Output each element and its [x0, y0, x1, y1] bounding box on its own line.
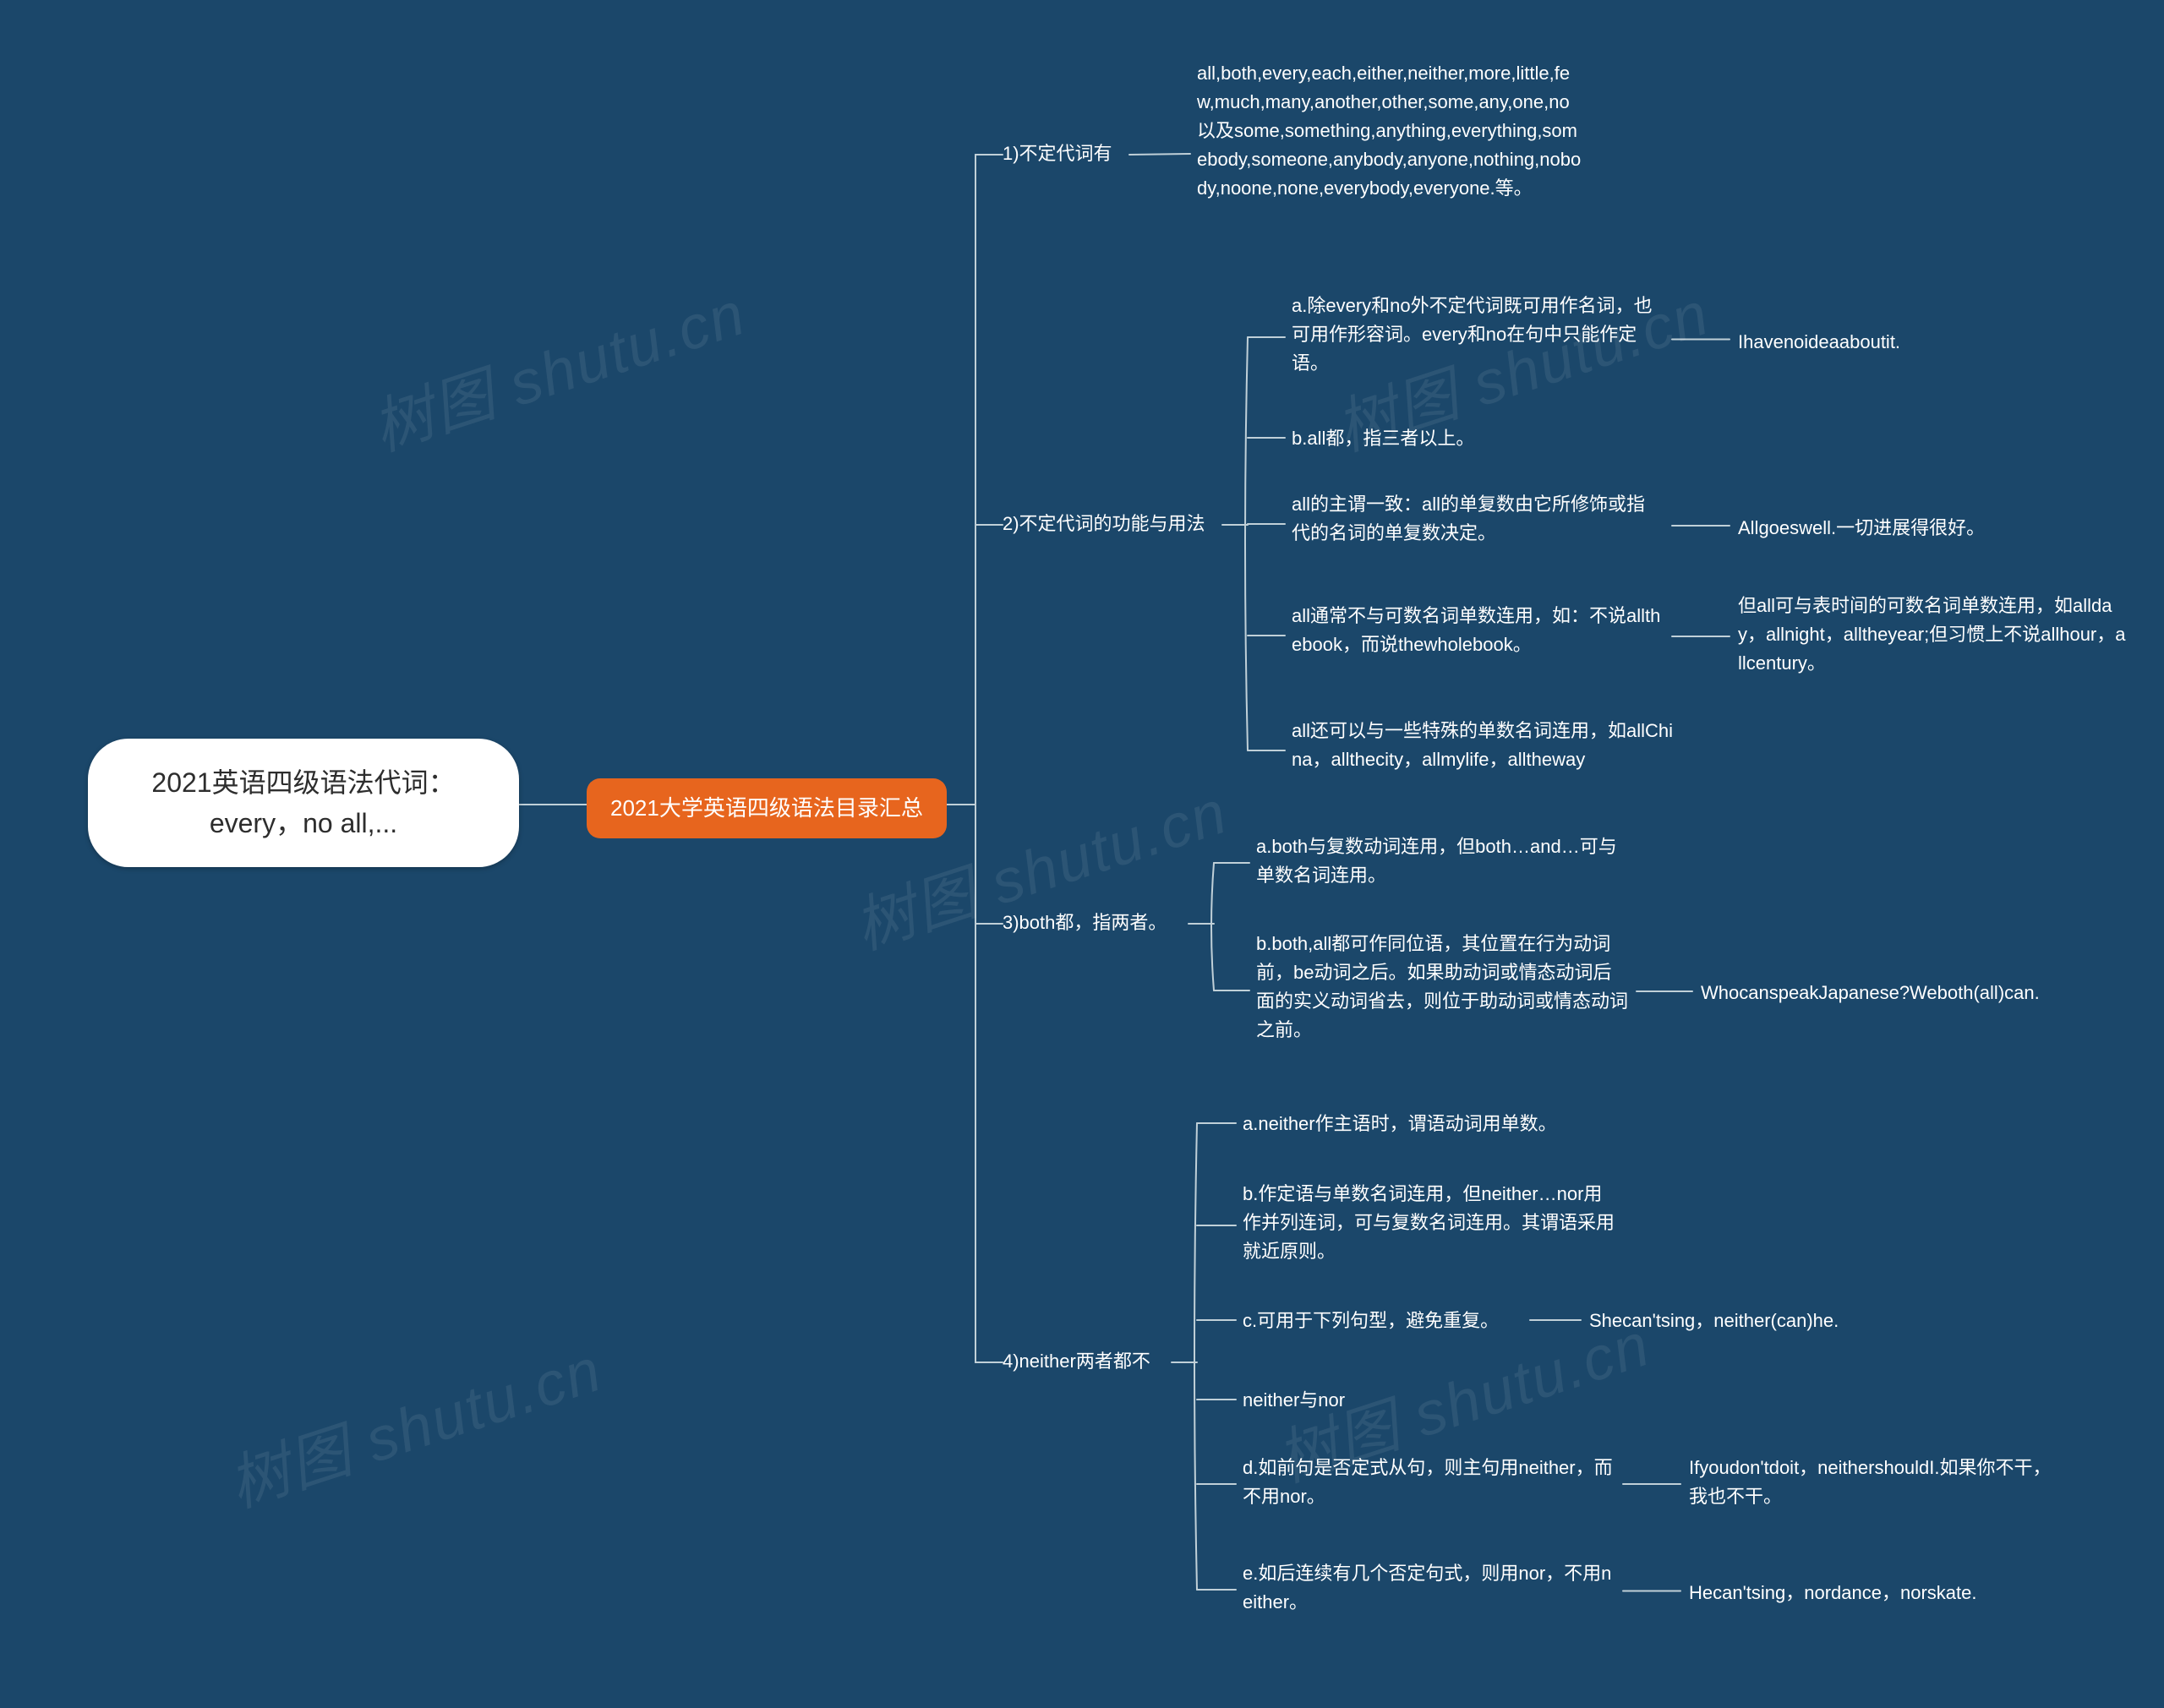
branch-b1: 1)不定代词有	[1003, 139, 1129, 168]
child-b4c2: c.可用于下列句型，避免重复。	[1243, 1307, 1522, 1335]
leaf-b4c2d0: Shecan'tsing，neither(can)he.	[1589, 1307, 1868, 1335]
branch-b4: 4)neither两者都不	[1003, 1347, 1172, 1376]
child-b4c3: neither与nor	[1243, 1386, 1378, 1415]
child-b4c0: a.neither作主语时，谓语动词用单数。	[1243, 1110, 1598, 1138]
child-b2c4: all还可以与一些特殊的单数名词连用，如allChina，allthecity，…	[1292, 717, 1680, 784]
child-b2c2: all的主谓一致：all的单复数由它所修饰或指代的名词的单复数决定。	[1292, 490, 1664, 558]
child-b2c3: all通常不与可数名词单数连用，如：不说allthebook，而说thewhol…	[1292, 602, 1664, 669]
leaf-b2c0d0: Ihavenoideaaboutit.	[1738, 328, 1949, 357]
child-b4c1: b.作定语与单数名词连用，但neither…nor用作并列连词，可与复数名词连用…	[1243, 1180, 1615, 1271]
leaf-b3c1d0: WhocanspeakJapanese?Weboth(all)can.	[1701, 979, 2064, 1007]
child-b4c4: d.如前句是否定式从句，则主句用neither，而不用nor。	[1243, 1454, 1615, 1514]
child-b1c0: all,both,every,each,either,neither,more,…	[1197, 59, 1586, 248]
child-b4c5: e.如后连续有几个否定句式，则用nor，不用neither。	[1243, 1559, 1615, 1620]
child-b3c0: a.both与复数动词连用，但both…and…可与单数名词连用。	[1256, 832, 1628, 893]
child-b3c1: b.both,all都可作同位语，其位置在行为动词前，be动词之后。如果助动词或…	[1256, 930, 1628, 1051]
leaf-b4c5d0: Hecan'tsing，nordance，norskate.	[1689, 1579, 2010, 1607]
root-node: 2021英语四级语法代词：every，no all,...	[88, 739, 519, 867]
branch-b2: 2)不定代词的功能与用法	[1003, 510, 1222, 538]
leaf-b2c2d0: Allgoeswell.一切进展得很好。	[1738, 514, 2017, 543]
child-b2c0: a.除every和no外不定代词既可用作名词，也可用作形容词。every和no在…	[1292, 292, 1664, 383]
branch-b3: 3)both都，指两者。	[1003, 909, 1189, 937]
leaf-b2c3d0: 但all可与表时间的可数名词单数连用，如allday，allnight，allt…	[1738, 592, 2127, 683]
sub-node: 2021大学英语四级语法目录汇总	[587, 778, 947, 838]
child-b2c1: b.all都，指三者以上。	[1292, 424, 1511, 453]
leaf-b4c4d0: Ifyoudon'tdoit，neithershouldI.如果你不干，我也不干…	[1689, 1454, 2061, 1514]
